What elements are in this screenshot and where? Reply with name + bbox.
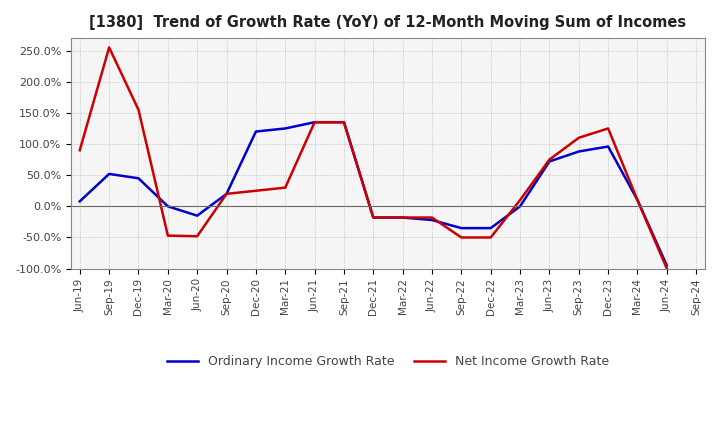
Ordinary Income Growth Rate	[633, 198, 642, 203]
Ordinary Income Growth Rate	[369, 215, 377, 220]
Ordinary Income Growth Rate	[193, 213, 202, 218]
Ordinary Income Growth Rate	[134, 176, 143, 181]
Title: [1380]  Trend of Growth Rate (YoY) of 12-Month Moving Sum of Incomes: [1380] Trend of Growth Rate (YoY) of 12-…	[89, 15, 687, 30]
Ordinary Income Growth Rate	[545, 159, 554, 164]
Net Income Growth Rate	[251, 188, 260, 194]
Ordinary Income Growth Rate	[487, 225, 495, 231]
Net Income Growth Rate	[310, 120, 319, 125]
Ordinary Income Growth Rate	[516, 204, 524, 209]
Net Income Growth Rate	[487, 235, 495, 240]
Net Income Growth Rate	[604, 126, 613, 131]
Ordinary Income Growth Rate	[662, 263, 671, 268]
Net Income Growth Rate	[281, 185, 289, 190]
Net Income Growth Rate	[76, 147, 84, 153]
Net Income Growth Rate	[633, 198, 642, 203]
Ordinary Income Growth Rate	[428, 217, 436, 223]
Ordinary Income Growth Rate	[105, 171, 114, 176]
Net Income Growth Rate	[340, 120, 348, 125]
Ordinary Income Growth Rate	[398, 215, 407, 220]
Net Income Growth Rate	[545, 157, 554, 162]
Net Income Growth Rate	[369, 215, 377, 220]
Net Income Growth Rate	[457, 235, 466, 240]
Line: Net Income Growth Rate: Net Income Growth Rate	[80, 48, 667, 269]
Net Income Growth Rate	[193, 234, 202, 239]
Ordinary Income Growth Rate	[310, 120, 319, 125]
Ordinary Income Growth Rate	[76, 199, 84, 204]
Net Income Growth Rate	[222, 191, 231, 197]
Net Income Growth Rate	[575, 135, 583, 140]
Ordinary Income Growth Rate	[251, 129, 260, 134]
Ordinary Income Growth Rate	[340, 120, 348, 125]
Net Income Growth Rate	[428, 215, 436, 220]
Ordinary Income Growth Rate	[457, 225, 466, 231]
Ordinary Income Growth Rate	[222, 191, 231, 197]
Net Income Growth Rate	[134, 107, 143, 112]
Net Income Growth Rate	[398, 215, 407, 220]
Net Income Growth Rate	[516, 198, 524, 203]
Ordinary Income Growth Rate	[281, 126, 289, 131]
Net Income Growth Rate	[105, 45, 114, 50]
Net Income Growth Rate	[163, 233, 172, 238]
Legend: Ordinary Income Growth Rate, Net Income Growth Rate: Ordinary Income Growth Rate, Net Income …	[162, 350, 614, 373]
Ordinary Income Growth Rate	[604, 144, 613, 149]
Ordinary Income Growth Rate	[575, 149, 583, 154]
Ordinary Income Growth Rate	[163, 204, 172, 209]
Net Income Growth Rate	[662, 266, 671, 271]
Line: Ordinary Income Growth Rate: Ordinary Income Growth Rate	[80, 122, 667, 265]
